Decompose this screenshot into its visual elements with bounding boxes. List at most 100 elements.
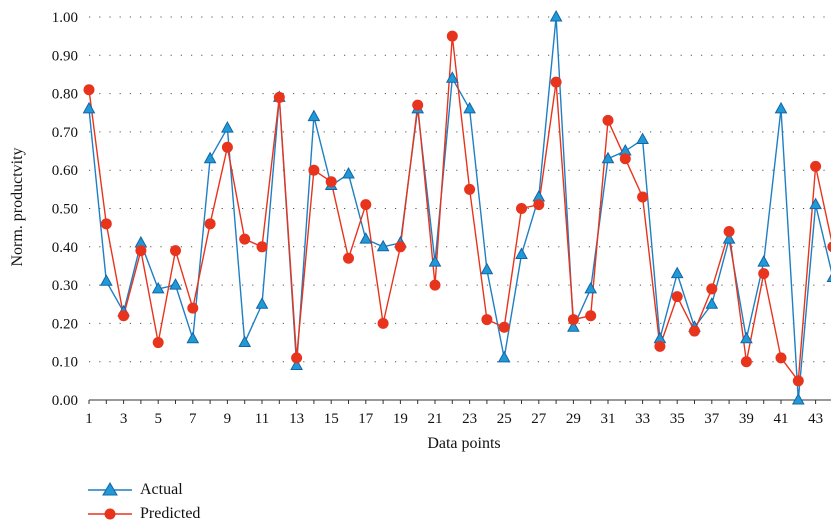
data-point [170,245,181,257]
x-axis-title: Data points [427,435,500,452]
data-point [775,352,787,364]
line-chart: 0.00 0.10 0.20 0.30 0.40 0.50 0.60 0.70 0.80 0.90… [9,9,831,452]
data-point [342,166,355,179]
data-point [774,101,788,114]
circle-marker-icon [88,508,132,520]
data-point [602,114,614,126]
data-point [670,266,684,279]
x-tick-label: 3 [120,411,128,427]
data-point [601,151,615,164]
data-point [255,297,269,309]
x-tick-label: 21 [428,411,443,427]
data-point [238,335,252,348]
x-tick-label: 19 [393,411,408,427]
data-point [359,232,373,244]
plot-area [82,9,831,405]
data-point [204,218,216,230]
y-tick-label: 0.40 [52,240,78,256]
x-tick-label: 27 [531,411,547,427]
data-point [203,151,217,164]
data-point [792,375,804,387]
y-axis-title: Norm. productvity [9,147,26,266]
data-point [567,314,579,326]
data-point [118,310,130,322]
data-point [446,30,458,42]
x-tick-label: 29 [566,411,581,427]
y-tick-label: 0.50 [52,202,78,218]
data-point [445,71,459,83]
data-point [307,109,321,122]
data-point [99,274,113,286]
data-point [428,255,442,267]
data-point [463,101,476,114]
data-point [186,331,200,344]
y-tick-label: 0.80 [52,87,78,103]
data-point [169,278,182,290]
data-point [239,233,251,245]
data-point [360,199,372,211]
markers-predicted [83,30,831,387]
y-tick-labels: 0.00 0.10 0.20 0.30 0.40 0.50 0.60 0.70 0.80 0.90… [52,10,78,409]
data-point [394,241,406,253]
data-point [82,101,96,114]
data-point [550,76,562,88]
data-point [706,283,718,295]
data-point [740,356,752,368]
x-tick-label: 11 [255,411,269,427]
axes [88,399,831,404]
series-actual [88,16,831,401]
data-point [810,160,822,172]
data-point [671,291,683,303]
data-point [549,9,563,22]
data-point [722,232,736,244]
data-point [584,281,598,294]
data-point [308,164,320,176]
data-point [567,320,580,332]
x-tick-label: 33 [635,411,650,427]
series-line [88,36,831,383]
data-point [636,132,649,145]
y-tick-label: 0.20 [52,316,78,332]
series-predicted [88,36,831,383]
data-point [291,352,303,364]
data-point [809,197,822,210]
legend-label-actual: Actual [140,481,183,498]
data-point [221,121,234,133]
x-tick-label: 13 [289,411,304,427]
y-tick-label: 0.60 [52,163,78,179]
data-point [585,310,597,322]
x-tick-label: 17 [358,411,374,427]
y-tick-label: 0.10 [52,355,78,371]
y-tick-label: 0.30 [52,278,78,294]
data-point [637,191,649,203]
data-point [516,203,527,214]
data-point [429,279,441,291]
data-point [791,392,805,405]
data-point [152,337,164,349]
x-tick-label: 43 [808,411,823,427]
data-point [464,183,476,195]
x-tick-label: 37 [704,411,720,427]
data-point [377,317,389,329]
data-point [151,281,165,294]
x-tick-labels: 1 3 5 7 9 11 13 15 17 19 21 23 25 27 29 31 33 35 37 39 41 43 [85,411,823,427]
data-point [187,302,199,314]
legend-label-predicted: Predicted [140,505,201,522]
x-tick-label: 35 [670,411,685,427]
x-tick-label: 7 [189,411,197,427]
data-point [619,153,631,165]
data-point [498,321,510,333]
legend-item-actual: Actual [88,478,200,502]
x-tick-label: 15 [324,411,339,427]
data-point [515,247,528,259]
data-point [705,297,719,309]
triangle-marker-icon [88,482,132,496]
data-point [325,176,337,188]
data-point [740,331,753,344]
legend-item-predicted: Predicted [88,502,200,526]
data-point [135,245,147,257]
data-point [497,350,511,363]
data-point [83,84,95,96]
x-tick-label: 39 [739,411,754,427]
data-point [256,241,268,253]
